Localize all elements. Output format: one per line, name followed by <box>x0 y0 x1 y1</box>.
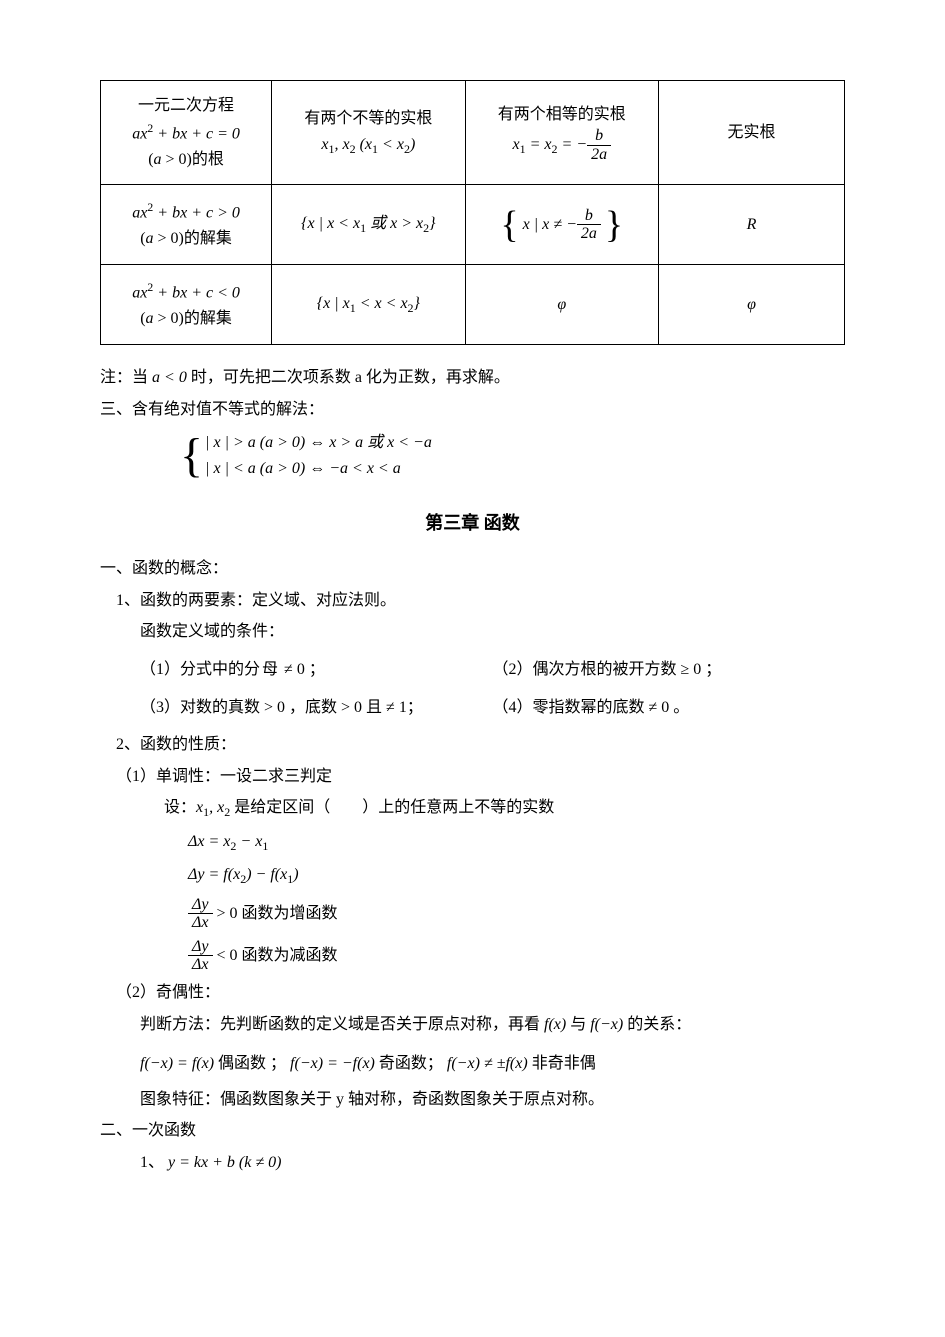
text: (a > 0)的解集 <box>109 306 263 332</box>
cell-r1c2: 有两个不等的实根 x1, x2 (x1 < x2) <box>272 81 465 185</box>
frac-den: Δx <box>188 956 213 974</box>
document-page: 一元二次方程 ax2 + bx + c = 0 (a > 0)(a > 0)的根… <box>100 80 845 1176</box>
text: 非奇非偶 <box>528 1055 596 1072</box>
text: 图象特征：偶函数图象关于 y 轴对称，奇函数图象关于原点对称。 <box>100 1087 845 1113</box>
table-row: ax2 + bx + c < 0 (a > 0)的解集 {x | x1 < x … <box>101 265 845 345</box>
math: f(x) <box>544 1016 566 1033</box>
note-line: 注：当 a < 0 时，可先把二次项系数 a 化为正数，再求解。 <box>100 365 845 391</box>
math: y = kx + b (k ≠ 0) <box>168 1154 281 1171</box>
math: ax2 + bx + c < 0 <box>109 278 263 306</box>
math: f(−x) ≠ ±f(x) <box>447 1055 528 1072</box>
text: (a > 0)的解集 <box>109 226 263 252</box>
math: ax2 + bx + c > 0 <box>109 198 263 226</box>
text: 函数定义域的条件： <box>100 619 845 645</box>
left-brace-icon: { <box>180 430 203 481</box>
text: (a > 0)(a > 0)的根的根 <box>109 147 263 173</box>
math: φ <box>667 292 836 318</box>
table-row: ax2 + bx + c > 0 (a > 0)的解集 {x | x < x1 … <box>101 185 845 265</box>
condition-1: （1）分式中的分母 ≠ 0 ； <box>140 657 493 683</box>
text: 分母 <box>244 661 280 678</box>
math: f(−x) = −f(x) <box>290 1055 375 1072</box>
cell-r2c3: { x | x ≠ −b2a } <box>465 185 658 265</box>
chapter-title: 第三章 函数 <box>100 509 845 538</box>
math: x1, x2 <box>196 799 230 816</box>
text: 的关系： <box>623 1016 691 1033</box>
cell-r3c2: {x | x1 < x < x2} <box>272 265 465 345</box>
text: > 0 函数为增函数 <box>213 904 338 921</box>
text: 一元二次方程 <box>109 93 263 119</box>
text: 奇函数； <box>375 1055 447 1072</box>
cell-r1c3: 有两个相等的实根 x1 = x2 = −b2a <box>465 81 658 185</box>
condition-2: （2）偶次方根的被开方数 ≥ 0 ； <box>493 657 846 683</box>
math: f(−x) = f(x) <box>140 1055 214 1072</box>
text-line: 设：x1, x2 是给定区间（ ）上的任意两上不等的实数 <box>100 795 845 822</box>
conditions-row: （1）分式中的分母 ≠ 0 ； （2）偶次方根的被开方数 ≥ 0 ； <box>100 651 845 689</box>
text: 1、函数的两要素：定义域、对应法则。 <box>100 588 845 614</box>
text: 注：当 <box>100 369 148 386</box>
text: 判断方法：先判断函数的定义域是否关于原点对称，再看 <box>140 1016 544 1033</box>
condition-4: （4）零指数幂的底数 ≠ 0 。 <box>493 695 846 721</box>
text: （2）奇偶性： <box>100 980 845 1006</box>
table-row: 一元二次方程 ax2 + bx + c = 0 (a > 0)(a > 0)的根… <box>101 81 845 185</box>
math-line: | x | < a (a > 0) ⇔ −a < x < a <box>205 456 432 482</box>
text: 1、 <box>140 1154 168 1171</box>
math: x1 = x2 = −b2a <box>474 127 650 163</box>
frac-den: Δx <box>188 914 213 932</box>
text-line: 1、 y = kx + b (k ≠ 0) <box>100 1150 845 1176</box>
text: 偶函数 ； <box>214 1055 290 1072</box>
text: 有两个不等的实根 <box>280 106 456 132</box>
text: 是给定区间（ ）上的任意两上不等的实数 <box>234 799 554 816</box>
text-line: 判断方法：先判断函数的定义域是否关于原点对称，再看 f(x) 与 f(−x) 的… <box>100 1012 845 1038</box>
text: < 0 函数为减函数 <box>213 947 338 964</box>
math: {x | x1 < x < x2} <box>280 291 456 318</box>
frac-num: b <box>577 207 601 226</box>
cell-r1c4: 无实根 <box>658 81 844 185</box>
cell-r2c2: {x | x < x1 或 x > x2} <box>272 185 465 265</box>
cell-r3c1: ax2 + bx + c < 0 (a > 0)的解集 <box>101 265 272 345</box>
cell-r3c3: φ <box>465 265 658 345</box>
cell-r2c1: ax2 + bx + c > 0 (a > 0)的解集 <box>101 185 272 265</box>
condition-3: （3）对数的真数 > 0 ，底数 > 0 且 ≠ 1； <box>140 695 493 721</box>
section-heading: 三、含有绝对值不等式的解法： <box>100 397 845 423</box>
text: ≠ 0 ； <box>280 661 325 678</box>
math: φ <box>474 292 650 318</box>
text: 有两个相等的实根 <box>474 102 650 128</box>
cell-r1c1: 一元二次方程 ax2 + bx + c = 0 (a > 0)(a > 0)的根… <box>101 81 272 185</box>
math: x1, x2 (x1 < x2) <box>280 132 456 159</box>
text-line: f(−x) = f(x) 偶函数 ； f(−x) = −f(x) 奇函数； f(… <box>100 1051 845 1077</box>
math: a < 0 <box>148 369 191 386</box>
set-expr: { x | x ≠ −b2a } <box>500 206 623 244</box>
cell-r2c4: R <box>658 185 844 265</box>
section-heading: 一、函数的概念： <box>100 556 845 582</box>
quadratic-table: 一元二次方程 ax2 + bx + c = 0 (a > 0)(a > 0)的根… <box>100 80 845 345</box>
math-line: | x | > a (a > 0) ⇔ x > a 或 x < −a <box>205 430 432 456</box>
frac-den: 2a <box>587 146 611 164</box>
text: 设： <box>164 799 196 816</box>
frac-den: 2a <box>577 225 601 243</box>
math-line: Δx = x2 − x1 <box>100 829 845 856</box>
math-line: ΔyΔx < 0 函数为减函数 <box>100 938 845 974</box>
frac-num: Δy <box>188 896 213 915</box>
math-line: ΔyΔx > 0 函数为增函数 <box>100 896 845 932</box>
math: R <box>667 212 836 238</box>
abs-inequality-block: { | x | > a (a > 0) ⇔ x > a 或 x < −a | x… <box>180 430 845 481</box>
cell-r3c4: φ <box>658 265 844 345</box>
text: 与 <box>566 1016 590 1033</box>
frac-num: b <box>587 127 611 146</box>
math: {x | x < x1 或 x > x2} <box>280 211 456 238</box>
text: 无实根 <box>667 120 836 146</box>
text: 2、函数的性质： <box>100 732 845 758</box>
conditions-row: （3）对数的真数 > 0 ，底数 > 0 且 ≠ 1； （4）零指数幂的底数 ≠… <box>100 689 845 727</box>
text: （1）单调性：一设二求三判定 <box>100 764 845 790</box>
text: 时，可先把二次项系数 a 化为正数，再求解。 <box>191 369 510 386</box>
frac-num: Δy <box>188 938 213 957</box>
text: （1）分式中的 <box>140 661 244 678</box>
math-line: Δy = f(x2) − f(x1) <box>100 862 845 889</box>
math: f(−x) <box>590 1016 623 1033</box>
math: ax2 + bx + c = 0 <box>109 119 263 147</box>
section-heading: 二、一次函数 <box>100 1118 845 1144</box>
